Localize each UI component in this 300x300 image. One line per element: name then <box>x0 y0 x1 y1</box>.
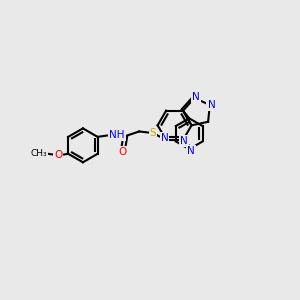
Text: O: O <box>119 147 127 157</box>
Text: N: N <box>192 92 200 102</box>
Text: N: N <box>187 146 195 156</box>
Text: N: N <box>180 136 188 146</box>
Text: S: S <box>150 128 156 138</box>
Text: N: N <box>161 134 168 143</box>
Text: CH₃: CH₃ <box>30 149 47 158</box>
Text: N: N <box>208 100 215 110</box>
Text: O: O <box>54 150 62 160</box>
Text: NH: NH <box>109 130 124 140</box>
